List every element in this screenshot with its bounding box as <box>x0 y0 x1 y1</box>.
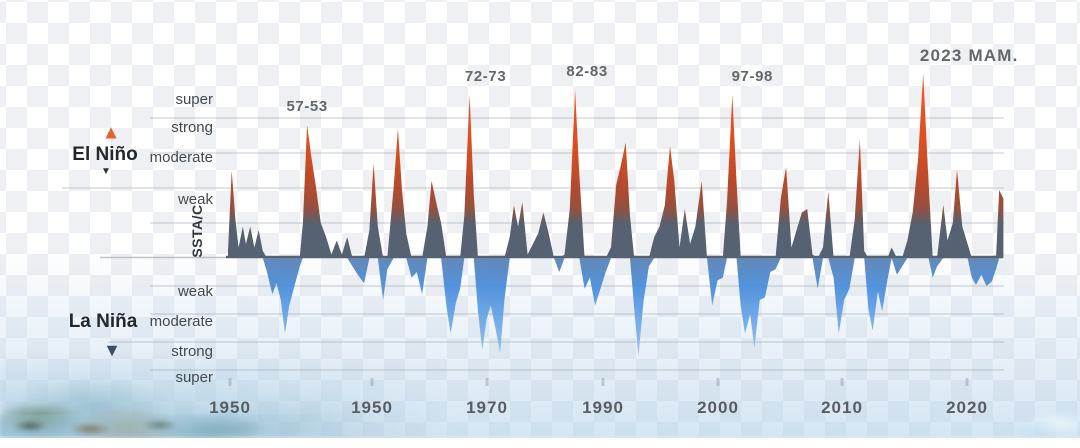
x-tick-label-1970: 1970 <box>466 398 508 417</box>
annotation-57-53: 57-53 <box>286 98 328 115</box>
level-label-strong-upper: strong <box>171 119 213 136</box>
level-label-super-lower: super <box>175 369 213 386</box>
x-tick-label-2010: 2010 <box>821 398 863 417</box>
x-tick-label-1950b: 1950 <box>351 398 393 417</box>
level-label-moderate-lower: moderate <box>149 313 213 330</box>
el-nino-area <box>228 73 1004 258</box>
level-label-super-upper: super <box>175 91 213 108</box>
annotation-2023-mam: 2023 MAM. <box>919 46 1019 66</box>
el-nino-down-triangle-icon: ▼ <box>101 166 111 177</box>
coral-reef-photo-detail <box>0 414 350 436</box>
x-axis-tick-marks <box>228 378 969 386</box>
level-label-weak-lower: weak <box>177 283 213 300</box>
annotation-97-98: 97-98 <box>731 67 773 85</box>
x-tick-label-2020: 2020 <box>946 398 988 417</box>
ocean-wave-photo-fragment <box>1010 404 1080 438</box>
la-nina-down-triangle-icon: ▼ <box>103 340 121 360</box>
level-label-moderate-upper: moderate <box>149 149 213 166</box>
x-tick-label-2000: 2000 <box>697 398 739 417</box>
la-nina-label: La Niña <box>68 311 138 332</box>
x-tick-label-1990: 1990 <box>582 398 624 417</box>
el-nino-up-triangle-icon: ▲ <box>101 122 121 144</box>
y-axis-label: SSTA/C <box>189 204 205 258</box>
level-label-weak-upper: weak <box>177 191 213 208</box>
x-tick-label-1950a: 1950 <box>209 398 251 417</box>
annotation-82-83: 82-83 <box>566 63 608 80</box>
annotation-72-73: 72-73 <box>464 67 507 85</box>
la-nina-area <box>228 258 1004 356</box>
el-nino-label: El Niño <box>72 144 138 165</box>
level-label-strong-lower: strong <box>171 343 213 360</box>
